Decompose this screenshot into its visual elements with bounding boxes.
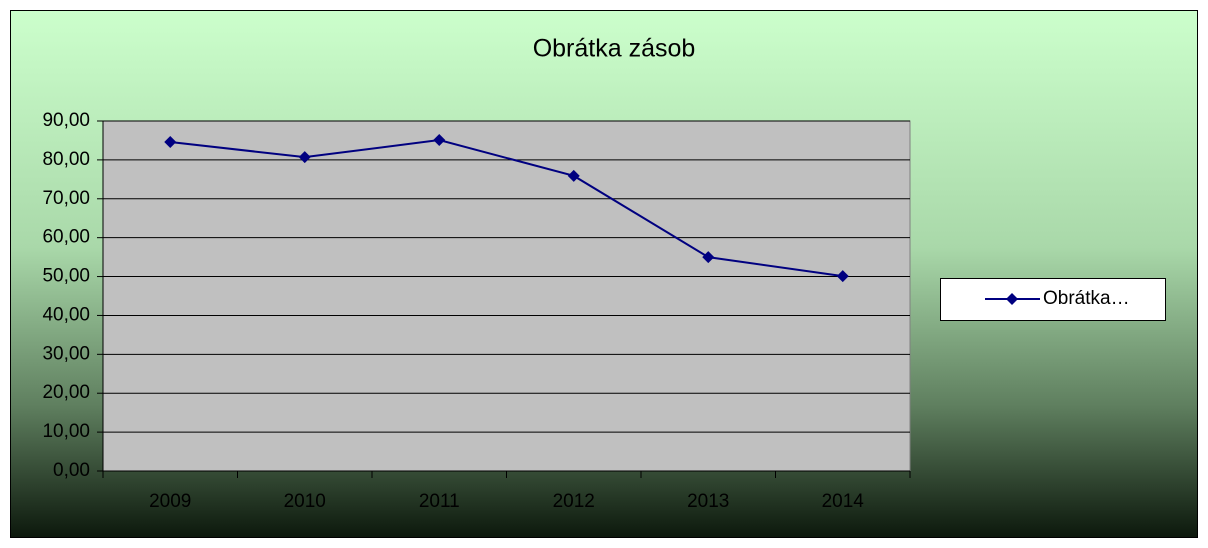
legend-marker [1006,293,1018,305]
y-tick-label: 70,00 [42,188,90,209]
y-tick-label: 80,00 [42,149,90,170]
y-tick-label: 60,00 [42,227,90,248]
chart-title: Obrátka zásob [533,35,696,63]
series-line [170,139,843,278]
y-tick-label: 40,00 [42,304,90,325]
y-tick-label: 50,00 [42,266,90,287]
x-tick-label: 2012 [553,491,595,512]
x-tick-label: 2013 [687,491,729,512]
x-tick-label: 2010 [284,491,326,512]
data-point [298,151,311,164]
x-tick-label: 2009 [149,491,191,512]
data-point [702,251,715,264]
legend [940,278,1166,321]
data-point [836,270,849,283]
y-tick-label: 10,00 [42,421,90,442]
y-tick-label: 20,00 [42,382,90,403]
x-tick-label: 2011 [419,491,460,512]
plot-area [102,120,911,472]
y-tick-label: 30,00 [42,343,90,364]
x-tick-label: 2014 [822,491,865,512]
y-tick-label: 90,00 [42,110,90,131]
data-point [164,136,177,148]
y-tick-label: 0,00 [53,460,90,481]
data-point [433,134,446,147]
legend-label: Obrátka… [1043,288,1130,309]
data-point [567,169,580,182]
